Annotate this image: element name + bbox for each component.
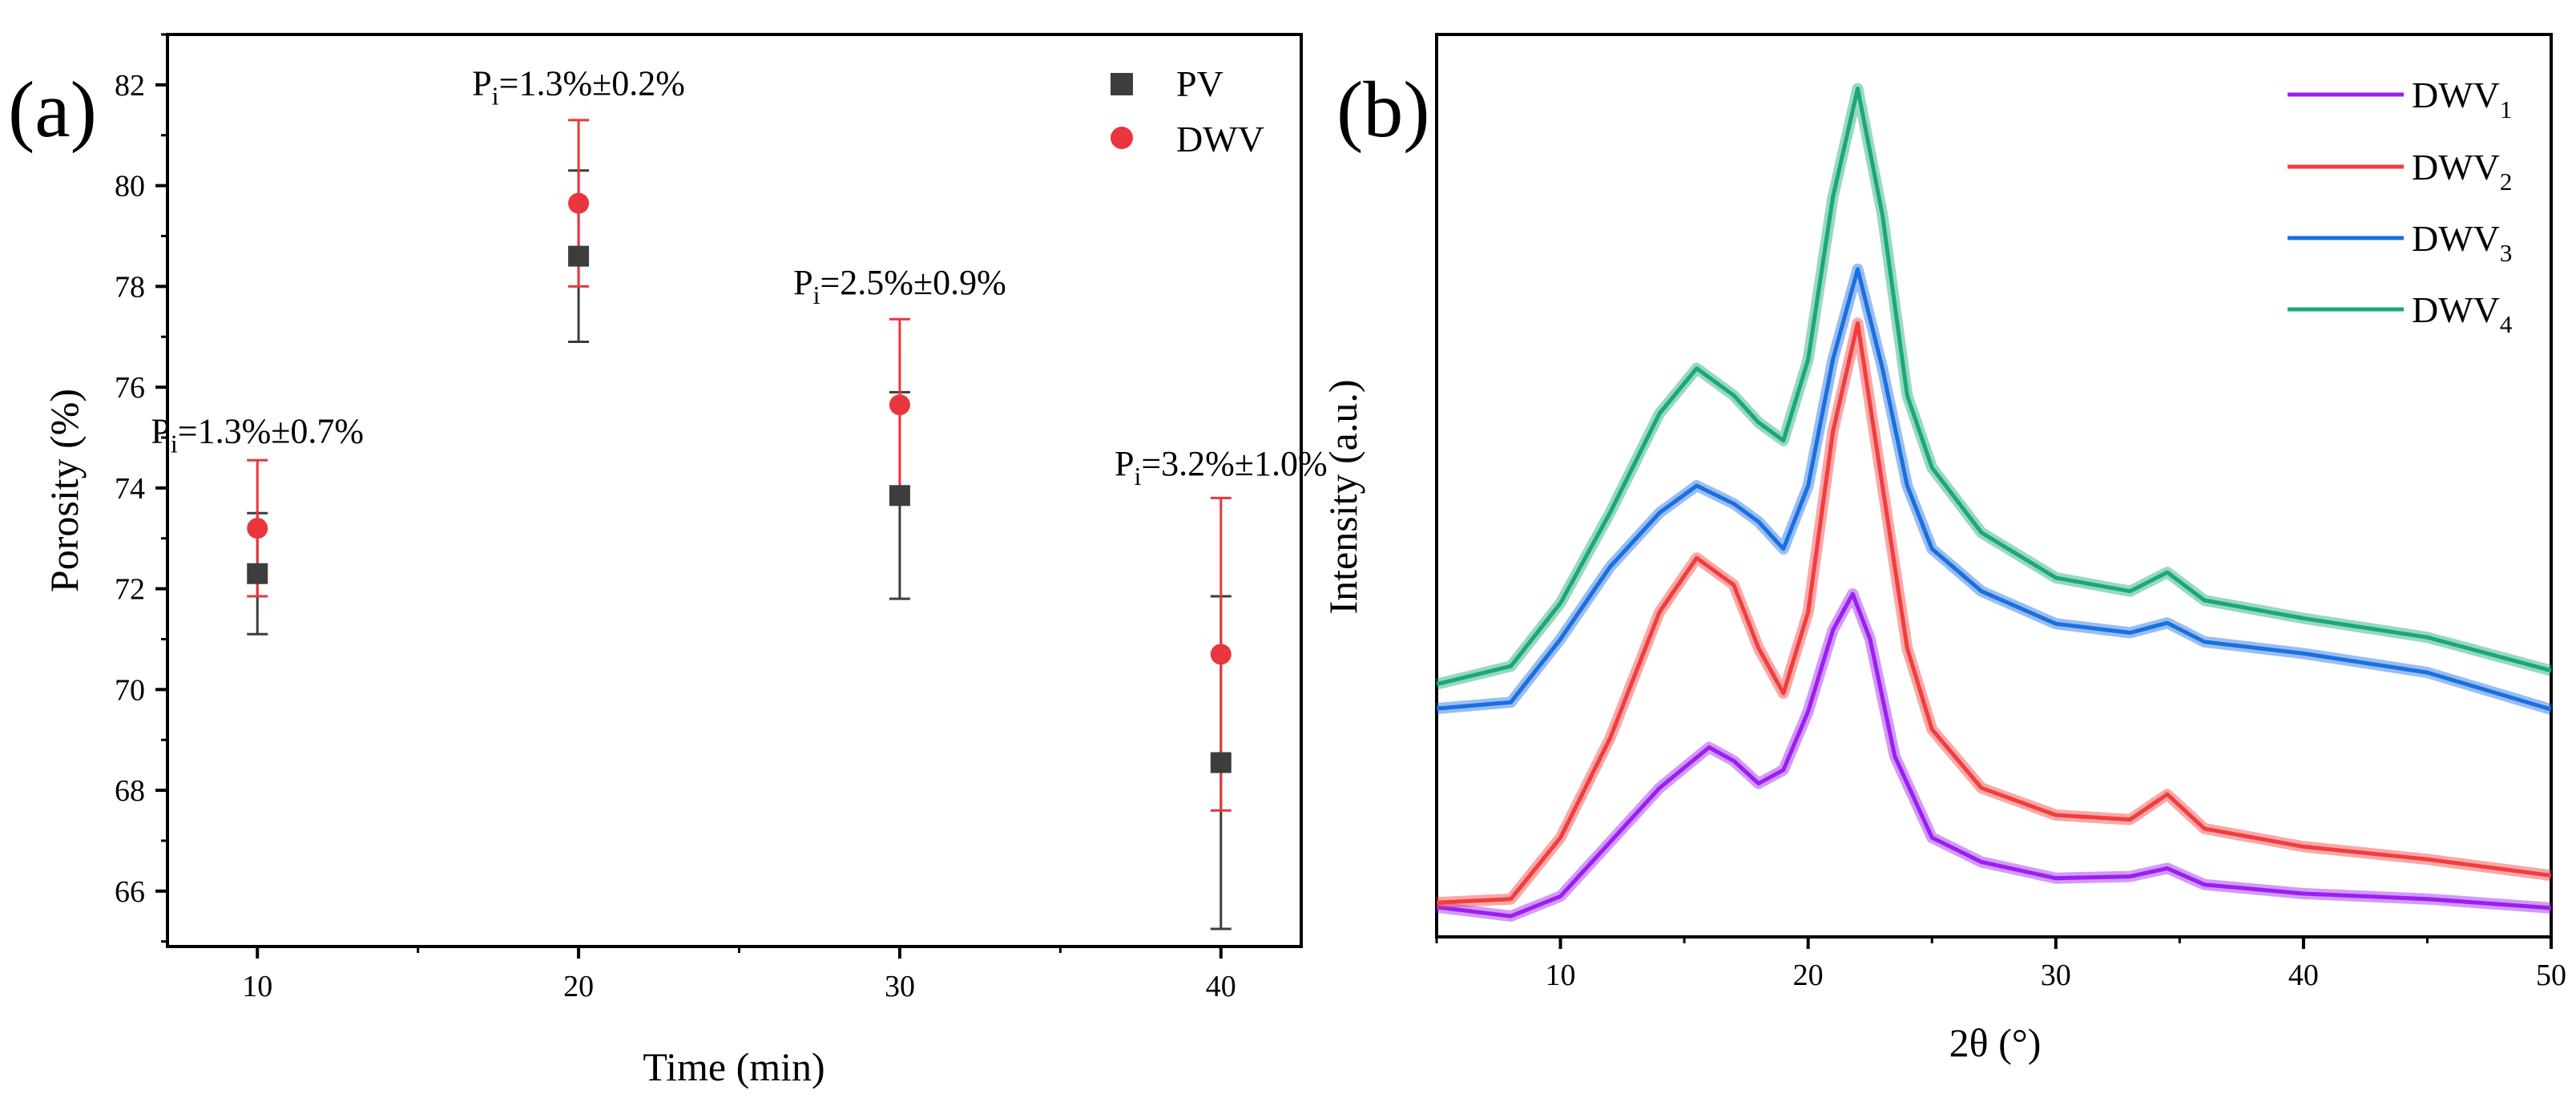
y-tick-label: 76 xyxy=(115,371,145,405)
x-tick-label: 20 xyxy=(563,970,594,1003)
porosity-increase-annotation: Pi=3.2%±1.0% xyxy=(1115,444,1328,490)
annotation-subscript: i xyxy=(813,281,820,309)
y-tick-label: 66 xyxy=(115,875,145,909)
legend-dwv1-subscript: 1 xyxy=(2500,95,2513,123)
legend-dwv1-name: DWV xyxy=(2412,75,2500,115)
annotation-subscript: i xyxy=(492,81,499,110)
series-noise-band-dwv3 xyxy=(1436,263,2554,715)
x-tick-label: 50 xyxy=(2536,959,2566,992)
legend-label-dwv1: DWV1 xyxy=(2412,75,2512,123)
legend-dwv2-subscript: 2 xyxy=(2500,168,2513,196)
annotation-symbol: P xyxy=(793,263,812,302)
data-point-dwv xyxy=(889,394,910,416)
porosity-increase-annotation: Pi=2.5%±0.9% xyxy=(793,263,1006,309)
porosity-increase-annotation: Pi=1.3%±0.7% xyxy=(151,411,364,458)
panel-b-frame xyxy=(1435,33,2553,939)
series-noise-band-dwv2 xyxy=(1436,317,2552,909)
annotation-subscript: i xyxy=(1134,462,1141,490)
y-tick-label: 74 xyxy=(115,472,145,506)
y-tick-label: 78 xyxy=(115,270,145,304)
data-point-dwv xyxy=(568,192,590,214)
panel-a-points xyxy=(247,192,1232,773)
legend-marker-pv xyxy=(1111,73,1133,95)
legend-label-dwv3: DWV3 xyxy=(2412,218,2512,267)
y-tick-label: 70 xyxy=(115,673,145,707)
annotation-value: =1.3%±0.7% xyxy=(178,411,364,450)
x-tick-label: 40 xyxy=(1206,970,1236,1003)
legend-dwv3-name: DWV xyxy=(2412,218,2500,259)
series-line-dwv3 xyxy=(1436,267,2552,712)
legend-dwv4-name: DWV xyxy=(2412,289,2500,330)
annotation-symbol: P xyxy=(151,411,170,450)
y-tick-label: 80 xyxy=(115,170,145,204)
panel-a-error-bars xyxy=(247,119,1232,930)
x-tick-label: 20 xyxy=(1793,959,1824,992)
data-point-pv xyxy=(1210,752,1232,773)
annotation-value: =3.2%±1.0% xyxy=(1141,444,1327,483)
panel-b-y-axis-title: Intensity (a.u.) xyxy=(1320,380,1365,615)
data-point-pv xyxy=(568,245,590,267)
panel-a-y-axis-title: Porosity (%) xyxy=(42,389,87,592)
data-point-dwv xyxy=(1210,644,1232,665)
panel-b-legend: DWV1 DWV2 DWV3 DWV4 xyxy=(2288,75,2513,338)
legend-dwv3-subscript: 3 xyxy=(2500,239,2513,267)
legend-marker-dwv xyxy=(1111,127,1133,149)
porosity-increase-annotation: Pi=1.3%±0.2% xyxy=(472,63,685,110)
panel-a-annotations: Pi=1.3%±0.7%Pi=1.3%±0.2%Pi=2.5%±0.9%Pi=3… xyxy=(151,63,1327,490)
data-point-dwv xyxy=(247,518,268,539)
legend-label-dwv4: DWV4 xyxy=(2412,289,2513,338)
legend-dwv2-name: DWV xyxy=(2412,147,2500,188)
panel-b: (b) 10 20 30 40 50 DWV1 DWV2 DWV3 DWV4 Inten… xyxy=(1320,33,2566,1065)
legend-dwv4-subscript: 4 xyxy=(2500,310,2513,338)
panel-a-axis-ticks: 10 20 30 40 66 68 70 72 74 76 78 80 82 xyxy=(115,33,1236,1003)
annotation-symbol: P xyxy=(472,63,491,103)
y-tick-label: 82 xyxy=(115,69,145,103)
panel-a-x-axis-title: Time (min) xyxy=(643,1044,824,1089)
y-tick-label: 68 xyxy=(115,774,145,808)
x-tick-label: 30 xyxy=(885,970,915,1003)
legend-label-dwv2: DWV2 xyxy=(2412,147,2512,196)
x-tick-label: 30 xyxy=(2041,959,2071,992)
series-line-dwv1 xyxy=(1436,591,2552,918)
annotation-value: =1.3%±0.2% xyxy=(499,63,685,103)
panel-a-frame xyxy=(166,33,1303,948)
x-tick-label: 40 xyxy=(2288,959,2319,992)
panel-b-series xyxy=(1435,83,2554,922)
legend-label-dwv: DWV xyxy=(1176,119,1264,159)
panel-a-legend: PV DWV xyxy=(1111,63,1264,159)
data-point-pv xyxy=(889,485,910,507)
legend-label-pv: PV xyxy=(1176,63,1223,104)
annotation-subscript: i xyxy=(171,429,178,458)
panel-b-x-axis-title: 2θ (°) xyxy=(1949,1020,2042,1065)
x-tick-label: 10 xyxy=(1546,959,1576,992)
panel-a-label: (a) xyxy=(8,65,97,154)
annotation-symbol: P xyxy=(1115,444,1134,483)
panel-b-axis-ticks: 10 20 30 40 50 xyxy=(1435,937,2566,992)
annotation-value: =2.5%±0.9% xyxy=(820,263,1006,302)
series-line-dwv2 xyxy=(1436,321,2552,905)
panel-b-label: (b) xyxy=(1336,65,1430,154)
data-point-pv xyxy=(247,563,268,584)
y-tick-label: 72 xyxy=(115,573,145,607)
x-tick-label: 10 xyxy=(242,970,272,1003)
series-line-dwv4 xyxy=(1436,87,2552,687)
